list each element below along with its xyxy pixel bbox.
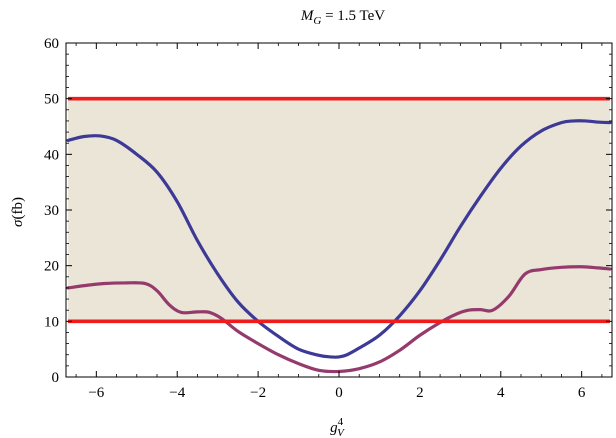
y-tick-label: 50 (44, 92, 59, 108)
x-tick-label: −6 (88, 385, 104, 401)
x-tick-label: 2 (416, 385, 424, 401)
x-tick-label: −2 (250, 385, 266, 401)
series-line-1 (66, 119, 612, 359)
band-layer (68, 98, 610, 322)
shaded-band (68, 98, 610, 322)
x-tick-label: −4 (169, 385, 185, 401)
y-tick-label: 0 (52, 370, 60, 386)
y-tick-label: 30 (44, 203, 59, 219)
y-axis-label: σ(fb) (10, 197, 26, 227)
y-tick-label: 20 (44, 259, 59, 275)
hline-layer (68, 96, 610, 324)
y-tick-label: 60 (44, 36, 59, 52)
x-tick-label: 0 (335, 385, 343, 401)
y-tick-label: 10 (44, 314, 59, 330)
y-tick-label: 40 (44, 147, 59, 163)
chart-title: MG = 1.5 TeV (300, 8, 385, 27)
x-tick-label: 6 (578, 385, 586, 401)
x-tick-label: 4 (497, 385, 505, 401)
x-axis-label: g4 V (330, 416, 345, 438)
